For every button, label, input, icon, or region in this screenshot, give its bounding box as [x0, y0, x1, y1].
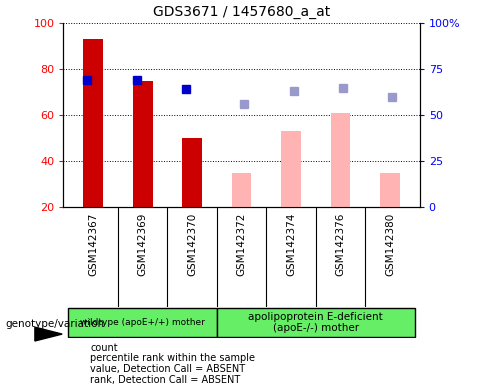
Text: GSM142370: GSM142370 — [187, 212, 197, 276]
Text: GSM142376: GSM142376 — [336, 212, 346, 276]
Bar — [281, 131, 301, 207]
Polygon shape — [35, 327, 62, 341]
Text: GSM142372: GSM142372 — [237, 212, 246, 276]
FancyBboxPatch shape — [68, 308, 217, 337]
Text: wildtype (apoE+/+) mother: wildtype (apoE+/+) mother — [80, 318, 205, 327]
Text: count: count — [90, 343, 118, 353]
Text: GSM142367: GSM142367 — [88, 212, 98, 276]
Text: rank, Detection Call = ABSENT: rank, Detection Call = ABSENT — [90, 375, 241, 384]
Title: GDS3671 / 1457680_a_at: GDS3671 / 1457680_a_at — [153, 5, 330, 19]
Bar — [133, 81, 153, 207]
Text: GSM142374: GSM142374 — [286, 212, 296, 276]
FancyBboxPatch shape — [217, 308, 415, 337]
Bar — [380, 173, 400, 207]
Text: genotype/variation: genotype/variation — [5, 319, 104, 329]
Text: percentile rank within the sample: percentile rank within the sample — [90, 353, 255, 363]
Text: apolipoprotein E-deficient
(apoE-/-) mother: apolipoprotein E-deficient (apoE-/-) mot… — [248, 312, 383, 333]
Bar — [83, 39, 103, 207]
Text: value, Detection Call = ABSENT: value, Detection Call = ABSENT — [90, 364, 245, 374]
Bar — [232, 173, 251, 207]
Text: GSM142380: GSM142380 — [385, 212, 395, 276]
Bar — [331, 113, 350, 207]
Text: GSM142369: GSM142369 — [138, 212, 147, 276]
Bar — [182, 138, 202, 207]
